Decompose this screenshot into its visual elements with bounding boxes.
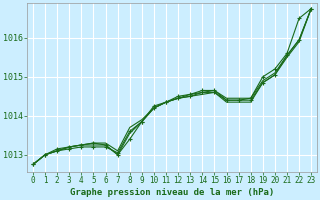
X-axis label: Graphe pression niveau de la mer (hPa): Graphe pression niveau de la mer (hPa): [70, 188, 274, 197]
